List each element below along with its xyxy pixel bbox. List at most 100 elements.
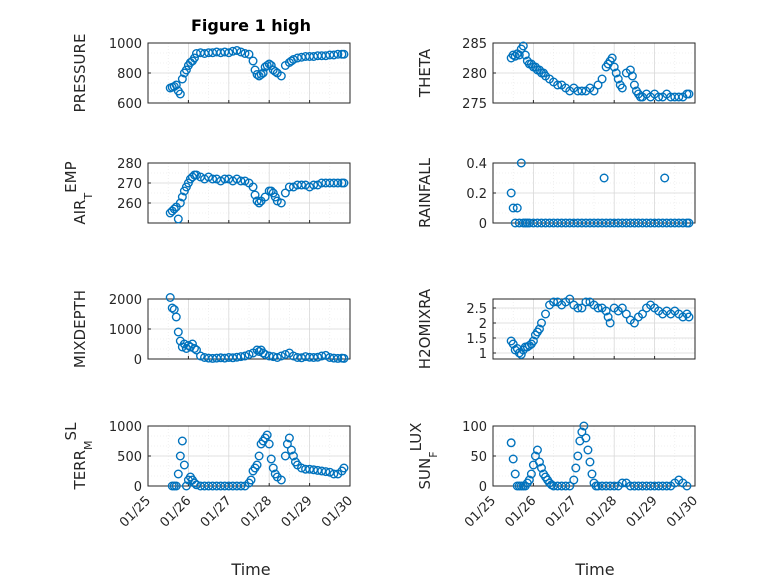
data-point <box>181 481 191 491</box>
y-tick-label: 100 <box>462 420 487 435</box>
data-point <box>526 469 536 479</box>
data-point <box>577 86 587 96</box>
data-point <box>536 463 546 473</box>
data-point <box>181 65 191 75</box>
data-point <box>674 92 684 102</box>
data-point <box>288 55 298 65</box>
data-point <box>248 182 258 192</box>
axes-theta: 275 280 285 THETA <box>416 37 696 112</box>
y-tick-label: 1000 <box>109 420 142 435</box>
data-point <box>268 463 278 473</box>
data-point <box>516 158 526 168</box>
data-point <box>518 41 528 51</box>
axes-mixdepth: 0 1000 2000 MIXDEPTH <box>71 290 351 368</box>
x-axis-label-right: Time <box>574 560 614 579</box>
data-point <box>528 336 538 346</box>
y-axis-label: PRESSURE <box>71 34 89 113</box>
data-point <box>177 436 187 446</box>
data-point <box>549 297 559 307</box>
data-point <box>252 69 262 79</box>
data-point <box>187 339 197 349</box>
data-point <box>573 451 583 461</box>
x-axis-label-left: Time <box>230 560 270 579</box>
y-tick-label: 50 <box>470 450 487 465</box>
data-point <box>613 74 623 84</box>
data-point <box>266 186 276 196</box>
data-point <box>276 351 286 361</box>
data-point <box>524 475 534 485</box>
data-point <box>510 469 520 479</box>
data-point <box>236 481 246 491</box>
data-point <box>260 350 270 360</box>
y-tick-label: 0 <box>479 217 487 232</box>
y-tick-label: 1000 <box>109 37 142 52</box>
data-point <box>171 481 181 491</box>
data-point <box>593 80 603 90</box>
data-point <box>329 469 339 479</box>
y-tick-label: 1 <box>479 347 487 362</box>
data-point <box>276 71 286 81</box>
data-point <box>627 71 637 81</box>
data-point <box>532 445 542 455</box>
data-point <box>282 439 292 449</box>
data-point <box>682 481 692 491</box>
data-point <box>175 198 185 208</box>
data-point <box>654 92 664 102</box>
data-point <box>220 174 230 184</box>
data-point <box>333 49 343 59</box>
data-point <box>258 68 268 78</box>
data-point <box>581 297 591 307</box>
data-point <box>609 481 619 491</box>
y-tick-label: 2000 <box>109 293 142 308</box>
axes-pressure: 600 800 1000 PRESSURE <box>71 34 351 113</box>
data-point <box>236 47 246 57</box>
data-point <box>284 433 294 443</box>
axes-border <box>147 298 351 360</box>
y-axis-label: AIRTEMP <box>62 161 95 224</box>
x-tick-label: 01/29 <box>624 493 661 530</box>
data-point <box>252 460 262 470</box>
y-tick-label: 0.4 <box>466 157 487 172</box>
data-point <box>611 68 621 78</box>
data-point <box>589 86 599 96</box>
x-tick-label: 01/28 <box>583 493 620 530</box>
data-point <box>266 61 276 71</box>
data-point <box>510 51 520 61</box>
data-point <box>512 344 522 354</box>
data-point <box>577 303 587 313</box>
y-tick-label: 0 <box>134 480 142 495</box>
data-point <box>173 327 183 337</box>
data-point <box>264 351 274 361</box>
y-axis-label: MIXDEPTH <box>71 290 89 368</box>
x-tick-label: 01/29 <box>279 493 316 530</box>
data-point <box>605 318 615 328</box>
y-axis-label: TERRMSL <box>62 422 95 491</box>
figure-title: Figure 1 high <box>191 16 311 35</box>
data-point <box>583 445 593 455</box>
y-axis-label: THETA <box>416 48 434 98</box>
y-axis-label: H2OMIXRA <box>416 288 434 369</box>
data-point <box>534 324 544 334</box>
data-point <box>339 353 349 363</box>
data-point <box>601 306 611 316</box>
y-tick-label: 0.2 <box>466 187 487 202</box>
data-point <box>629 80 639 90</box>
y-tick-label: 260 <box>117 197 142 212</box>
data-point <box>313 352 323 362</box>
data-point <box>506 438 516 448</box>
y-tick-label: 270 <box>117 177 142 192</box>
y-tick-label: 0 <box>134 353 142 368</box>
axes-border <box>492 298 696 360</box>
data-point <box>339 49 349 59</box>
x-tick-label: 01/27 <box>198 493 235 530</box>
data-point <box>240 49 250 59</box>
data-point <box>240 351 250 361</box>
data-point <box>286 445 296 455</box>
x-tick-label: 01/26 <box>157 493 194 530</box>
data-point <box>325 467 335 477</box>
data-point <box>678 218 688 228</box>
data-point <box>309 180 319 190</box>
data-point <box>196 351 206 361</box>
axes-border <box>147 162 351 224</box>
data-point <box>264 59 274 69</box>
